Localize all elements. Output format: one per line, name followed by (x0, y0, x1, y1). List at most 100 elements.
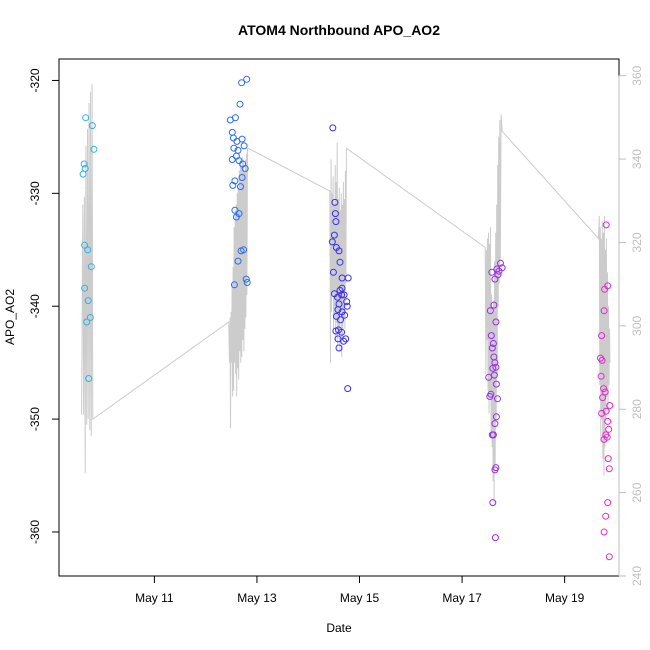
data-point (241, 165, 249, 172)
series-5 (597, 221, 614, 561)
data-point (600, 307, 608, 315)
data-point (492, 363, 500, 371)
data-point (84, 246, 92, 254)
data-point (606, 402, 614, 409)
data-point (344, 385, 352, 393)
data-point (487, 332, 495, 340)
data-point (340, 337, 348, 345)
y2-tick-label: 260 (630, 482, 644, 502)
y2-tick-label: 240 (630, 566, 644, 586)
series-1 (79, 114, 98, 382)
scatter-points-layer (79, 75, 614, 561)
data-point (341, 311, 349, 319)
data-point (491, 420, 499, 428)
x-axis-title: Date (326, 621, 352, 635)
y-tick-label: -330 (28, 181, 42, 205)
data-point (335, 247, 343, 255)
data-point (234, 257, 242, 265)
data-point (602, 407, 610, 415)
x-tick-label: May 17 (442, 591, 482, 605)
data-point (328, 238, 336, 246)
data-point (489, 364, 497, 372)
data-point (82, 114, 90, 122)
data-point (605, 425, 613, 433)
data-point (332, 312, 340, 320)
data-point (494, 395, 501, 403)
data-point (337, 316, 344, 324)
data-point (490, 301, 498, 309)
data-point (343, 298, 351, 306)
y2-tick-label: 300 (630, 316, 644, 336)
data-point (344, 274, 352, 282)
x-tick-label: May 13 (237, 591, 277, 605)
y-tick-label: -340 (28, 294, 42, 318)
data-point (236, 100, 244, 108)
data-point (229, 181, 237, 189)
data-point (85, 375, 93, 382)
data-point (492, 380, 500, 388)
data-point (240, 142, 248, 150)
data-point (597, 372, 605, 380)
data-point (230, 144, 238, 152)
data-point (604, 455, 612, 463)
data-point (492, 318, 500, 326)
data-point (338, 284, 346, 292)
x-tick-label: May 11 (135, 591, 174, 605)
data-point (336, 286, 344, 294)
data-point (81, 284, 89, 292)
data-point (601, 388, 609, 396)
y-tick-label: -320 (28, 68, 42, 92)
data-point (334, 306, 342, 314)
data-point (486, 307, 494, 315)
y-axis-left: -320 -330 -340 -350 -360 (28, 68, 60, 544)
data-point (228, 156, 236, 163)
series-4 (485, 259, 506, 542)
data-point (600, 385, 608, 393)
data-point (338, 328, 346, 336)
data-point (604, 499, 612, 507)
y-axis-title: APO_AO2 (3, 289, 17, 345)
data-point (604, 417, 612, 425)
data-point (343, 302, 351, 310)
data-point (86, 314, 94, 321)
data-point (235, 157, 243, 165)
data-point (232, 152, 240, 160)
data-point (228, 128, 236, 136)
data-point (231, 114, 239, 122)
data-point (605, 553, 613, 561)
data-point (238, 79, 246, 87)
y2-tick-label: 340 (630, 149, 644, 169)
data-point (237, 183, 244, 191)
data-point (238, 174, 246, 181)
line-trace-layer (81, 83, 611, 504)
y2-tick-label: 280 (630, 399, 644, 419)
data-point (83, 318, 91, 326)
data-point (491, 466, 499, 474)
data-point (230, 281, 238, 289)
y2-tick-label: 360 (630, 65, 644, 85)
data-point (90, 145, 98, 153)
data-point (231, 177, 239, 185)
data-point (87, 263, 95, 271)
data-point (334, 293, 341, 301)
data-point (488, 268, 496, 276)
data-point (80, 160, 88, 168)
trace-line (81, 83, 611, 504)
y-axis-right: 240 260 280 300 320 340 360 (618, 65, 644, 586)
data-point (485, 373, 493, 381)
data-point (489, 431, 497, 439)
data-point (240, 246, 248, 254)
data-point (232, 213, 240, 221)
data-point (601, 285, 609, 293)
data-point (329, 268, 337, 276)
data-point (598, 356, 606, 364)
data-point (600, 528, 608, 536)
y-tick-label: -350 (28, 407, 42, 431)
series-2 (226, 75, 251, 289)
data-point (79, 170, 87, 178)
data-point (88, 122, 96, 130)
data-point (489, 340, 497, 347)
data-point (338, 291, 346, 299)
series-3 (328, 124, 352, 393)
data-point (331, 198, 339, 206)
